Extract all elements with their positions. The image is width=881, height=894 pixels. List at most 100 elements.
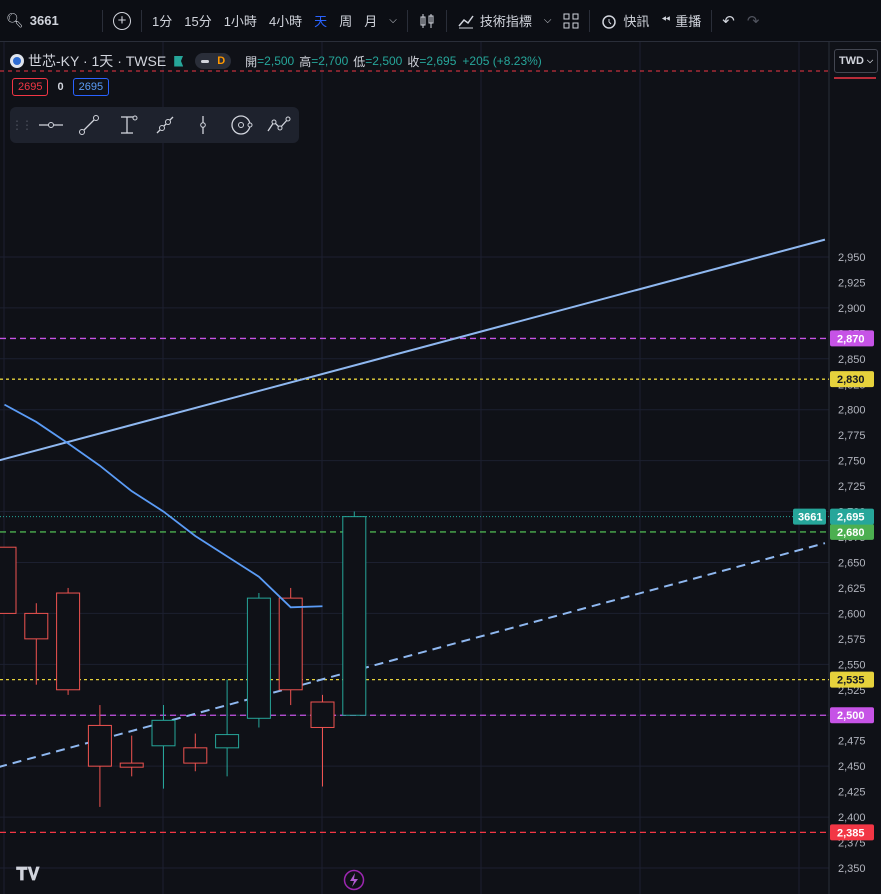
candle-body — [310, 701, 335, 728]
price-tick-label: 2,350 — [838, 863, 866, 875]
interval-dropdown[interactable]: ⌵ — [383, 0, 403, 42]
level-price-tag-label: 2,535 — [837, 675, 865, 687]
interval-1h[interactable]: 1小時 — [223, 14, 257, 29]
candle-body — [246, 597, 271, 719]
circle-tool[interactable] — [222, 107, 260, 143]
redo-button[interactable]: ↷ — [741, 0, 766, 42]
symbol-last-tag-label: 3661 — [798, 512, 822, 524]
currency-label: TWD — [838, 55, 864, 67]
indicators-dropdown[interactable]: ⌵ — [538, 0, 558, 42]
flag-icon — [174, 55, 184, 67]
candle-body — [215, 734, 240, 749]
sell-price-box[interactable]: 2695 — [12, 78, 49, 96]
lightning-circle — [343, 869, 365, 891]
trend-line-solid — [0, 238, 826, 462]
low-value: =2,500 — [365, 54, 403, 68]
last-price-tag — [830, 508, 874, 525]
change-value: +205 (+8.23%) — [462, 54, 542, 68]
trend-line-tool[interactable] — [70, 107, 108, 143]
divider — [445, 9, 447, 32]
price-tick-label: 2,625 — [838, 583, 866, 595]
exchange-logo-icon — [10, 54, 24, 68]
tradingview-logo-icon: 𝐓𝐕 — [16, 864, 41, 884]
compare-button[interactable]: + — [107, 0, 137, 42]
level-price-tag — [830, 671, 874, 688]
divider — [589, 9, 591, 32]
chevron-down-icon: ⌵ — [543, 15, 552, 26]
price-tick-label: 2,425 — [838, 787, 866, 799]
top-toolbar: 🔍︎ 3661 + 1分 15分 1小時 4小時 天 周 月 ⌵ 技術指標 ⌵ — [0, 0, 881, 42]
legend-symbol-title[interactable]: 世芯-KY · 1天 · TWSE — [28, 53, 167, 69]
interval-week[interactable]: 周 — [339, 14, 353, 29]
pattern-tool[interactable] — [260, 107, 298, 143]
level-price-tag — [830, 330, 874, 347]
level-price-tag — [830, 371, 874, 388]
price-tick-label: 2,600 — [838, 608, 866, 620]
horizontal-ray-tool[interactable] — [32, 107, 70, 143]
price-tick-label: 2,400 — [838, 812, 866, 824]
replay-label: 重播 — [675, 14, 702, 29]
interval-4h[interactable]: 4小時 — [268, 14, 303, 29]
alert-label: 快訊 — [623, 14, 650, 29]
indicators-icon — [458, 15, 474, 28]
price-tick-label: 2,925 — [838, 277, 866, 289]
drag-handle[interactable]: ⋮⋮ — [10, 107, 33, 143]
rewind-icon: ⏪︎ — [661, 14, 671, 26]
buy-price-box[interactable]: 2695 — [72, 78, 110, 96]
data-status-pill[interactable]: D — [195, 53, 232, 69]
chevron-down-icon: ⌵ — [866, 56, 874, 65]
symbol-search[interactable]: 🔍︎ 3661 — [0, 0, 98, 42]
candle-body — [278, 597, 303, 691]
layout-button[interactable] — [557, 0, 585, 42]
replay-button[interactable]: ⏪︎ 重播 — [655, 0, 707, 42]
interval-15m[interactable]: 15分 — [184, 14, 212, 29]
price-tick-label: 2,775 — [838, 430, 866, 442]
candle-body — [342, 516, 367, 716]
price-tick-label: 2,525 — [838, 685, 866, 697]
candle-body — [87, 724, 112, 767]
close-value: =2,695 — [419, 54, 457, 68]
candle-body — [0, 546, 17, 614]
level-price-tag-label: 2,680 — [837, 527, 865, 539]
undo-button[interactable]: ↶ — [716, 0, 741, 42]
divider — [406, 9, 408, 32]
text-tool[interactable] — [108, 107, 146, 143]
price-tick-label: 2,375 — [838, 838, 866, 850]
candles-icon — [420, 13, 434, 28]
level-price-tag — [830, 824, 874, 841]
chart-pane[interactable]: 2,350 2,375 2,400 2,425 2,450 2,475 2,500 2,525… — [0, 42, 881, 894]
price-tick-label: 2,800 — [838, 405, 866, 417]
divider — [141, 9, 142, 32]
interval-1m[interactable]: 1分 — [152, 14, 173, 29]
alert-button[interactable]: 快訊 — [594, 0, 655, 42]
vertical-line-icon — [200, 116, 206, 134]
interval-day[interactable]: 天 — [314, 14, 328, 29]
price-chart[interactable]: 2,350 2,375 2,400 2,425 2,450 2,475 2,500 2,525… — [0, 42, 881, 894]
vertical-line-tool[interactable] — [184, 107, 222, 143]
high-value: =2,700 — [311, 54, 349, 68]
level-price-tag — [830, 707, 874, 724]
quick-trade-box: 2695 0 2695 — [12, 78, 110, 96]
price-tick-label: 2,725 — [838, 481, 866, 493]
open-label: 開 — [245, 54, 258, 69]
search-icon: 🔍︎ — [6, 12, 24, 28]
candle-body — [56, 592, 81, 691]
indicators-button[interactable]: 技術指標 — [451, 0, 538, 42]
moving-average-line — [4, 403, 323, 609]
redo-icon: ↷ — [746, 12, 760, 30]
minus-icon — [201, 59, 210, 63]
symbol-search-text: 3661 — [29, 13, 59, 28]
level-price-tag-label: 2,830 — [837, 374, 865, 386]
drawing-toolbar: ⋮⋮ — [10, 107, 299, 143]
chart-type-button[interactable] — [412, 0, 442, 42]
candle-body — [119, 762, 144, 768]
currency-selector[interactable]: TWD ⌵ — [834, 49, 878, 73]
price-tick-label: 2,575 — [838, 634, 866, 646]
undo-icon: ↶ — [722, 12, 735, 30]
channel-tool[interactable] — [146, 107, 184, 143]
zigzag-pattern-icon — [267, 116, 291, 132]
trend-line-dashed — [0, 542, 826, 768]
divider — [102, 9, 103, 32]
price-tick-label: 2,950 — [838, 252, 866, 264]
interval-month[interactable]: 月 — [364, 14, 378, 29]
